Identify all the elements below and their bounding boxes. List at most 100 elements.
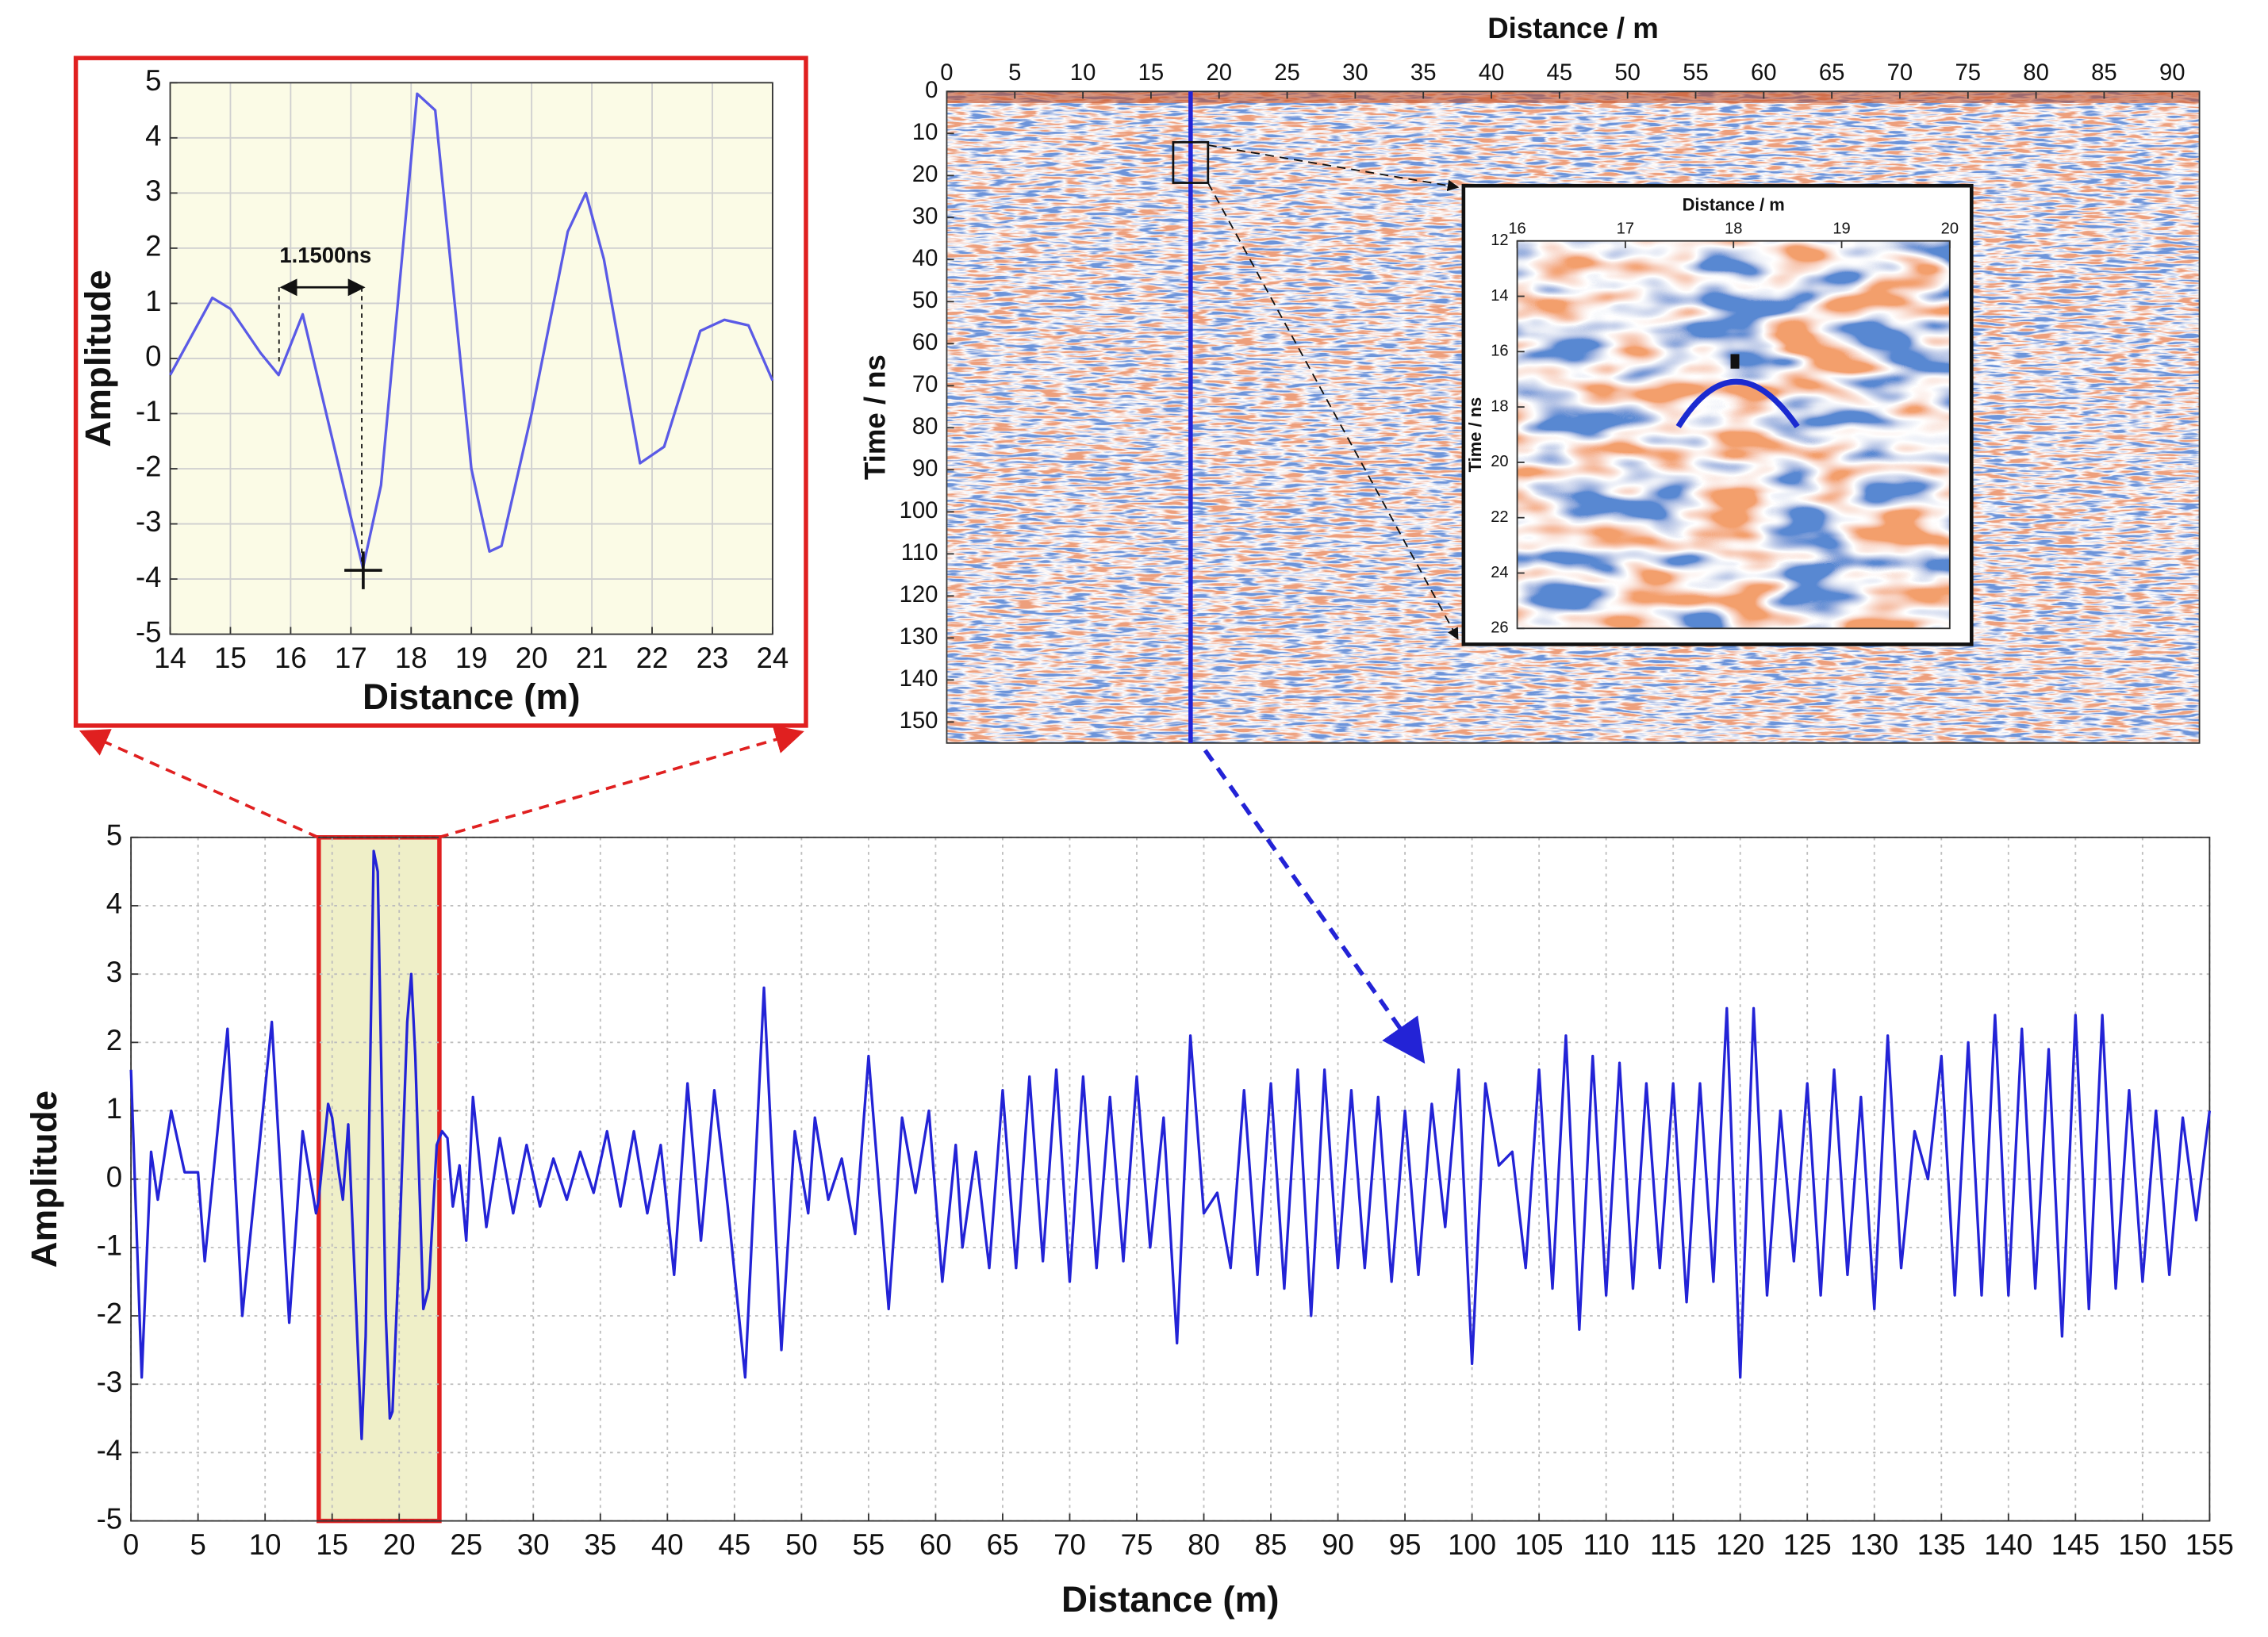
y-tick-label: -1 (136, 395, 162, 427)
x-tick-label: 0 (123, 1528, 139, 1561)
x-tick-label: 30 (517, 1528, 550, 1561)
x-tick-label: 40 (1479, 60, 1505, 86)
y-tick-label: 5 (106, 818, 122, 851)
connector (438, 725, 804, 839)
inset-image (1517, 240, 1950, 629)
y-tick-label: 60 (912, 330, 938, 355)
y-tick-label: 130 (900, 624, 938, 650)
y-tick-label: 140 (900, 666, 938, 692)
y-tick-label: 2 (106, 1024, 122, 1056)
x-tick-label: 14 (154, 642, 186, 674)
x-tick-label: 5 (190, 1528, 205, 1561)
x-tick-label: 70 (1053, 1528, 1086, 1561)
x-tick-label: 60 (919, 1528, 952, 1561)
y-axis-label: Amplitude (24, 1091, 64, 1268)
y-tick-label: 2 (145, 230, 161, 263)
y-tick-label: 150 (900, 708, 938, 734)
x-axis-label: Distance / m (1683, 195, 1785, 215)
y-tick-label: 3 (106, 956, 122, 988)
connector (1203, 749, 1426, 1064)
x-tick-label: 21 (576, 642, 608, 674)
y-tick-label: 22 (1491, 508, 1508, 526)
y-tick-label: 50 (912, 288, 938, 313)
x-tick-label: 85 (1255, 1528, 1288, 1561)
x-tick-label: 35 (1410, 60, 1437, 86)
y-tick-label: -2 (97, 1298, 123, 1330)
x-tick-label: 25 (450, 1528, 482, 1561)
y-tick-label: 20 (912, 162, 938, 187)
x-tick-label: 115 (1650, 1528, 1696, 1561)
y-axis-label: Time / ns (1465, 397, 1485, 473)
x-tick-label: 50 (1614, 60, 1641, 86)
x-tick-label: 5 (1008, 60, 1021, 86)
x-axis-label: Distance (m) (1061, 1579, 1279, 1620)
x-tick-label: 19 (455, 642, 488, 674)
y-tick-label: 110 (901, 540, 938, 565)
x-tick-label: 70 (1887, 60, 1913, 86)
y-tick-label: -3 (97, 1366, 123, 1398)
y-tick-label: -5 (136, 615, 162, 648)
plot-border (169, 82, 773, 635)
x-tick-label: 25 (1274, 60, 1300, 86)
y-tick-label: -4 (136, 561, 162, 593)
y-tick-label: 3 (145, 174, 161, 207)
y-tick-label: 10 (912, 120, 938, 145)
x-tick-label: 15 (214, 642, 247, 674)
y-tick-label: 26 (1491, 619, 1508, 637)
x-tick-label: 10 (249, 1528, 282, 1561)
x-tick-label: 80 (2023, 60, 2049, 86)
y-tick-label: 1 (145, 285, 161, 317)
x-tick-label: 10 (1070, 60, 1096, 86)
x-tick-label: 65 (1819, 60, 1845, 86)
x-tick-label: 45 (718, 1528, 750, 1561)
x-tick-label: 19 (1832, 220, 1850, 237)
y-tick-label: 0 (106, 1160, 122, 1193)
plot-border (1516, 240, 1951, 630)
y-tick-label: 30 (912, 204, 938, 229)
x-tick-label: 90 (2159, 60, 2185, 86)
x-tick-label: 60 (1751, 60, 1777, 86)
data-line (129, 849, 2212, 1440)
connector (79, 729, 319, 839)
y-tick-label: 100 (900, 498, 938, 523)
x-tick-label: 15 (1138, 60, 1165, 86)
x-tick-label: 95 (1389, 1528, 1422, 1561)
y-tick-label: 1 (106, 1092, 122, 1125)
y-tick-label: 70 (912, 372, 938, 397)
x-tick-label: 130 (1850, 1528, 1898, 1561)
x-tick-label: 45 (1547, 60, 1573, 86)
y-tick-label: 120 (900, 582, 938, 608)
x-tick-label: 15 (316, 1528, 348, 1561)
y-tick-label: 16 (1491, 343, 1508, 360)
y-tick-label: 20 (1491, 453, 1508, 470)
y-axis-label: Amplitude (78, 270, 118, 447)
x-tick-label: 75 (1955, 60, 1981, 86)
x-tick-label: 110 (1583, 1528, 1629, 1561)
zoom-box (1172, 140, 1210, 184)
x-tick-label: 16 (1508, 220, 1525, 237)
x-tick-label: 125 (1783, 1528, 1832, 1561)
x-tick-label: 20 (383, 1528, 416, 1561)
x-tick-label: 35 (584, 1528, 616, 1561)
y-tick-label: 18 (1491, 397, 1508, 415)
x-tick-label: 20 (516, 642, 548, 674)
x-tick-label: 140 (1984, 1528, 2032, 1561)
y-tick-label: 4 (106, 888, 122, 920)
apex-marker (1730, 354, 1740, 369)
y-tick-label: 80 (912, 414, 938, 439)
y-tick-label: 24 (1491, 564, 1508, 581)
hyperbola (1675, 378, 1800, 429)
x-tick-label: 20 (1206, 60, 1232, 86)
plot-border (946, 90, 2201, 744)
x-tick-label: 150 (2118, 1528, 2166, 1561)
x-tick-label: 24 (757, 642, 789, 674)
y-tick-label: -3 (136, 505, 162, 538)
x-axis-label: Distance / m (1487, 12, 1659, 44)
y-tick-label: -2 (136, 450, 162, 483)
y-tick-label: 4 (145, 120, 161, 152)
radargram-band (946, 91, 2200, 103)
x-tick-label: 155 (2185, 1528, 2234, 1561)
x-tick-label: 55 (853, 1528, 885, 1561)
y-tick-label: -5 (97, 1502, 123, 1535)
